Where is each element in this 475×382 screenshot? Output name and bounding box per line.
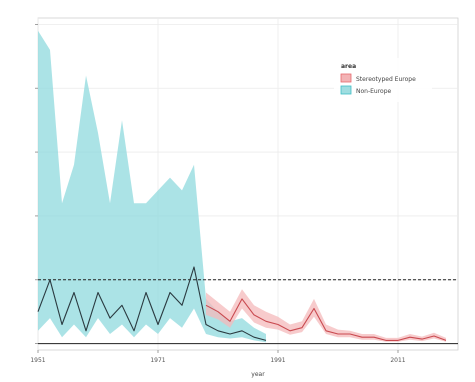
x-tick-label-2: 1991 — [270, 357, 285, 364]
y-axis-ticks — [35, 23, 38, 345]
legend-key-stereotyped-europe — [340, 73, 352, 83]
ribbon-non-europe — [38, 30, 266, 343]
x-tick-label-0: 1951 — [30, 357, 45, 364]
line-stereotyped-europe — [205, 298, 447, 341]
legend: area Stereotyped Europe Non-Europe — [334, 58, 432, 102]
legend-title: area — [341, 63, 356, 70]
legend-label-non-europe: Non-Europe — [356, 88, 392, 95]
x-axis-ticks: 1951 1971 1991 2011 — [30, 350, 406, 364]
x-tick-label-3: 2011 — [390, 357, 405, 364]
legend-key-non-europe — [340, 85, 352, 95]
series-lines — [37, 266, 447, 341]
x-tick-label-1: 1971 — [150, 357, 165, 364]
x-axis-label: year — [251, 371, 265, 378]
line-non-europe — [37, 266, 267, 341]
legend-label-stereotyped-europe: Stereotyped Europe — [356, 76, 416, 83]
reference-lines — [38, 279, 458, 345]
